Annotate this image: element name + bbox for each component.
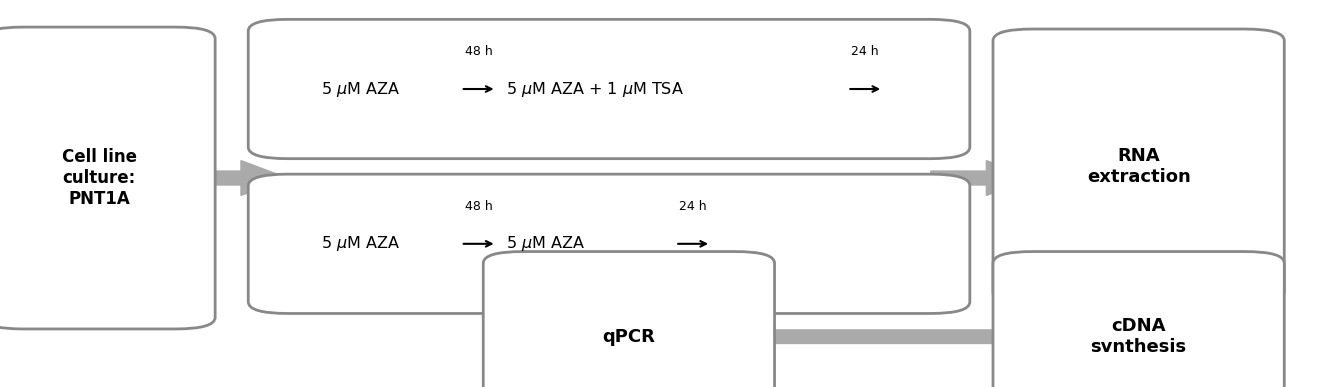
FancyBboxPatch shape: [483, 252, 775, 387]
Text: 5 $\mu$M AZA + 1 $\mu$M TSA: 5 $\mu$M AZA + 1 $\mu$M TSA: [506, 79, 683, 99]
Text: Cell line
culture:
PNT1A: Cell line culture: PNT1A: [62, 148, 136, 208]
FancyBboxPatch shape: [249, 174, 969, 313]
Text: 24 h: 24 h: [851, 45, 879, 58]
Text: 24 h: 24 h: [679, 200, 707, 213]
Text: 48 h: 48 h: [465, 200, 493, 213]
FancyArrow shape: [735, 323, 1033, 350]
FancyBboxPatch shape: [993, 252, 1284, 387]
Text: qPCR: qPCR: [602, 328, 655, 346]
FancyArrow shape: [176, 161, 287, 195]
Text: cDNA
svnthesis: cDNA svnthesis: [1091, 317, 1186, 356]
Text: 48 h: 48 h: [465, 45, 493, 58]
Text: 5 $\mu$M AZA: 5 $\mu$M AZA: [322, 234, 400, 253]
Text: 5 $\mu$M AZA: 5 $\mu$M AZA: [322, 79, 400, 99]
Text: 5 $\mu$M AZA: 5 $\mu$M AZA: [506, 234, 585, 253]
FancyArrow shape: [931, 161, 1033, 195]
Text: RNA
extraction: RNA extraction: [1087, 147, 1190, 186]
FancyArrow shape: [1092, 263, 1185, 292]
FancyBboxPatch shape: [249, 19, 969, 159]
FancyBboxPatch shape: [0, 27, 214, 329]
FancyBboxPatch shape: [993, 29, 1284, 304]
